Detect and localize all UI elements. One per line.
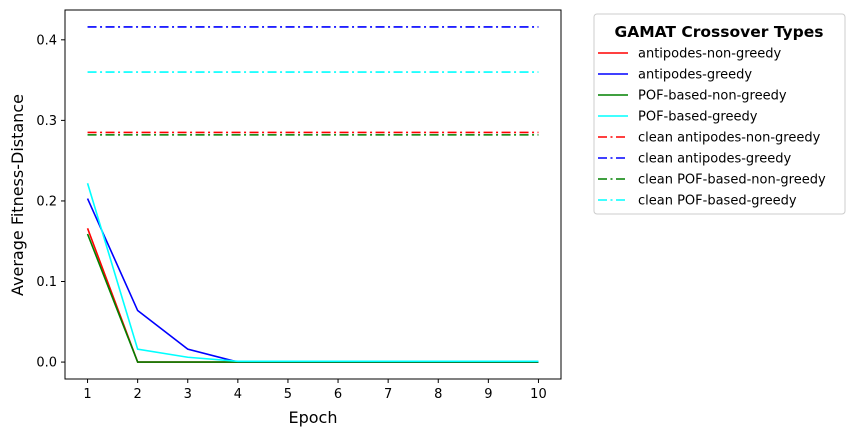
x-tick-label: 9: [484, 387, 492, 402]
x-axis-label: Epoch: [289, 408, 338, 427]
x-tick-label: 7: [384, 387, 392, 402]
legend-label: clean antipodes-non-greedy: [638, 131, 821, 146]
x-axis-ticks: 1 2 3 4 5 6 7 8 9 10: [83, 379, 547, 402]
plot-lines: [86, 26, 539, 363]
legend-label: POF-based-greedy: [638, 110, 758, 125]
y-tick-label: 0.1: [36, 275, 57, 290]
y-axis-ticks: 0.0 0.1 0.2 0.3 0.4: [36, 33, 65, 371]
plot-area-frame: [64, 9, 562, 380]
y-tick-label: 0.4: [36, 33, 57, 48]
legend-label: antipodes-non-greedy: [638, 47, 782, 62]
series-line-antipodes-greedy: [86, 198, 539, 363]
legend-label: clean POF-based-non-greedy: [638, 173, 826, 188]
x-tick-label: 1: [83, 387, 91, 402]
legend: GAMAT Crossover Types antipodes-non-gree…: [593, 13, 846, 215]
x-tick-label: 8: [434, 387, 442, 402]
x-tick-label: 10: [530, 387, 547, 402]
x-tick-label: 5: [284, 387, 292, 402]
y-tick-label: 0.3: [36, 114, 57, 129]
x-tick-label: 4: [234, 387, 242, 402]
legend-label: antipodes-greedy: [638, 68, 752, 83]
x-tick-label: 2: [134, 387, 142, 402]
legend-title: GAMAT Crossover Types: [614, 23, 823, 41]
series-line-pof-based-non-greedy: [86, 233, 539, 363]
series-line-pof-based-greedy: [86, 182, 539, 363]
legend-entries: antipodes-non-greedy antipodes-greedy POF-…: [598, 47, 826, 209]
y-tick-label: 0.2: [36, 194, 57, 209]
legend-frame: [593, 13, 846, 215]
legend-label: POF-based-non-greedy: [638, 89, 787, 104]
legend-label: clean antipodes-greedy: [638, 152, 791, 167]
series-line-antipodes-non-greedy: [86, 228, 539, 363]
y-tick-label: 0.0: [36, 356, 57, 371]
x-tick-label: 6: [334, 387, 342, 402]
x-tick-label: 3: [184, 387, 192, 402]
legend-label: clean POF-based-greedy: [638, 194, 797, 209]
y-axis-label: Average Fitness-Distance: [8, 94, 27, 296]
